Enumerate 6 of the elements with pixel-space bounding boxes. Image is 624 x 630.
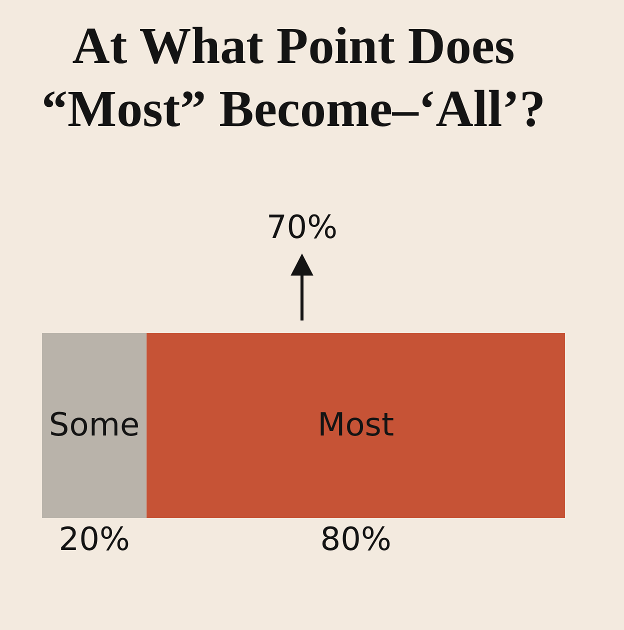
series-label: Some	[48, 406, 140, 444]
series-label: Most	[318, 406, 394, 444]
data-label: 20%	[58, 520, 130, 558]
data-label: 80%	[320, 520, 392, 558]
chart-title: At What Point Does “Most” Become–‘All’?	[42, 18, 546, 138]
text: 70%	[266, 208, 338, 246]
